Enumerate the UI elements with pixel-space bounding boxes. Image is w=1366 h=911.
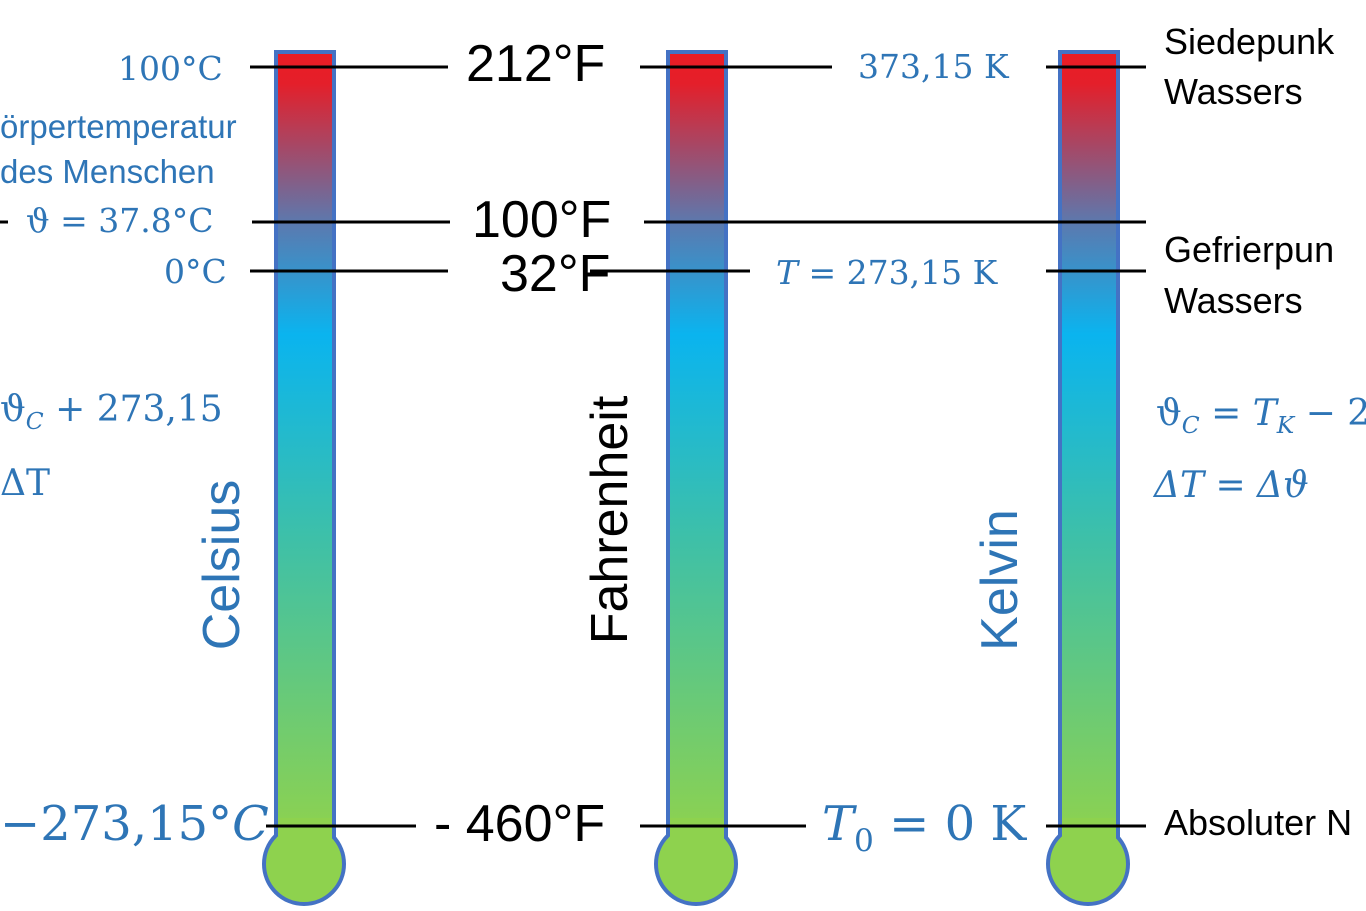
kelvin-scale-name: Kelvin [971, 509, 1029, 651]
fahrenheit-thermometer [654, 50, 738, 906]
celsius-freezing-label: 0°C [164, 252, 227, 291]
celsius-tube [274, 50, 336, 839]
fahrenheit-freezing-label: 32°F [500, 245, 611, 303]
celsius-scale-name: Celsius [193, 479, 251, 651]
kelvin-tube [1058, 50, 1120, 839]
boiling-point-caption-line1: Siedepunk [1164, 21, 1335, 62]
freezing-point-caption-line1: Gefrierpun [1164, 229, 1335, 270]
fahrenheit-absolute-zero-label: - 460°F [434, 795, 606, 853]
celsius-formula-1: ϑC + 273,15 [0, 389, 223, 436]
celsius-boiling-label: 100°C [118, 49, 223, 88]
celsius-thermometer [262, 50, 346, 906]
body-temp-caption-line1: örpertemperatur [0, 108, 237, 145]
fahrenheit-tube [666, 50, 728, 839]
freezing-point-caption-line2: Wassers [1164, 280, 1303, 321]
kelvin-freezing-label: T = 273,15 K [776, 253, 998, 292]
kelvin-formula-2: ΔT = Δϑ [1154, 465, 1309, 506]
boiling-point-caption-line2: Wassers [1164, 71, 1303, 112]
kelvin-boiling-label: 373,15 K [858, 47, 1009, 86]
celsius-formula-2: ΔT [0, 463, 51, 504]
kelvin-formula-1: ϑC = TK − 2 [1156, 393, 1366, 440]
absolute-zero-caption: Absoluter N [1164, 802, 1353, 843]
fahrenheit-body-temp-label: 100°F [472, 191, 612, 249]
fahrenheit-scale-name: Fahrenheit [581, 395, 639, 645]
celsius-body-temp-label: ϑ = 37.8°C [26, 201, 214, 240]
kelvin-absolute-zero-label: T0 = 0 K [822, 796, 1027, 859]
body-temp-caption-line2: des Menschen [0, 153, 215, 190]
fahrenheit-boiling-label: 212°F [466, 35, 606, 93]
kelvin-thermometer [1046, 50, 1130, 906]
celsius-absolute-zero-label: −273,15°C [0, 796, 269, 852]
reference-lines [0, 65, 1146, 828]
